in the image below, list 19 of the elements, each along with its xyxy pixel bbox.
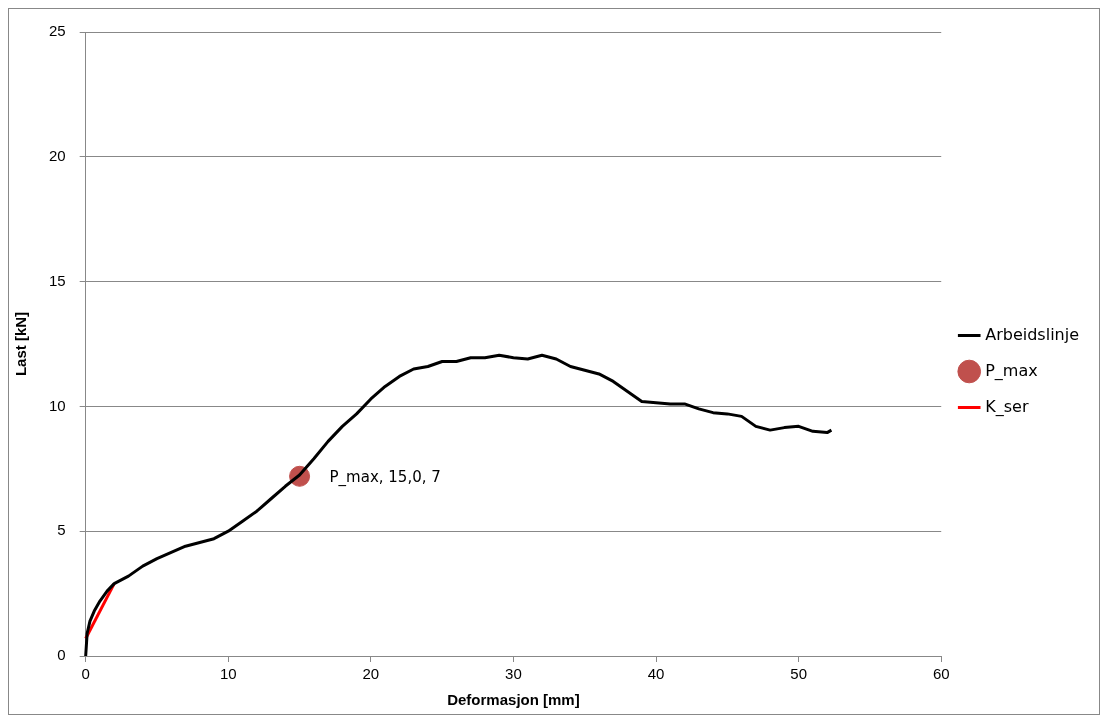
y-axis-title: Last [kN] (12, 311, 30, 377)
legend-label: K_ser (985, 396, 1029, 417)
x-tick-label: 60 (932, 665, 950, 683)
x-axis-title: Deformasjon [mm] (447, 691, 580, 709)
y-tick-label: 25 (49, 22, 66, 40)
data-label: P_max, 15,0, 7 (329, 468, 441, 488)
x-tick-label: 20 (362, 665, 380, 683)
x-tick-label: 40 (647, 665, 665, 683)
x-tick-label: 30 (505, 665, 522, 683)
x-tick-label: 0 (81, 665, 90, 683)
x-tick-label: 50 (790, 665, 807, 683)
legend-label: Arbeidslinje (985, 324, 1079, 344)
y-tick-label: 0 (57, 646, 66, 664)
legend-label: P_max (985, 360, 1038, 381)
y-tick-label: 15 (49, 271, 66, 289)
y-tick-label: 5 (57, 521, 66, 539)
y-tick-label: 20 (49, 146, 66, 164)
y-tick-label: 10 (49, 396, 66, 414)
x-tick-label: 10 (219, 665, 237, 683)
